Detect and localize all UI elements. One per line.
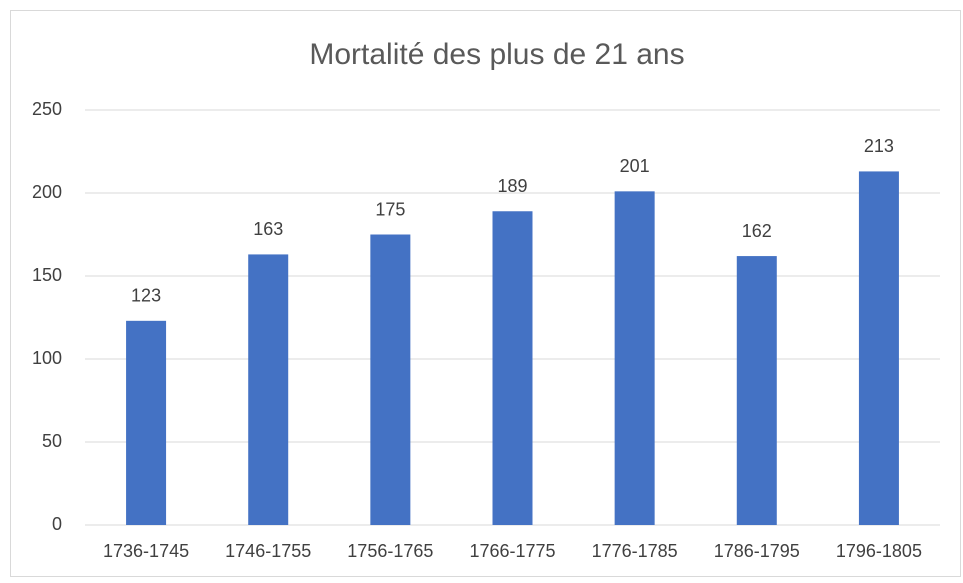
bar	[370, 234, 411, 525]
y-tick-label: 50	[42, 431, 62, 451]
x-tick-label: 1786-1795	[714, 541, 800, 561]
bar	[248, 254, 289, 526]
bar	[492, 211, 533, 525]
y-tick-label: 100	[32, 348, 62, 368]
bar	[736, 256, 777, 525]
data-label: 123	[131, 286, 161, 306]
y-tick-label: 0	[52, 514, 62, 534]
chart-border	[10, 10, 961, 577]
x-tick-label: 1796-1805	[836, 541, 922, 561]
x-tick-label: 1776-1785	[592, 541, 678, 561]
x-tick-label: 1736-1745	[103, 541, 189, 561]
x-tick-label: 1756-1765	[347, 541, 433, 561]
data-label: 213	[864, 136, 894, 156]
y-tick-label: 150	[32, 265, 62, 285]
chart-title: Mortalité des plus de 21 ans	[309, 38, 684, 71]
y-tick-label: 250	[32, 99, 62, 119]
x-tick-label: 1746-1755	[225, 541, 311, 561]
data-label: 189	[497, 176, 527, 196]
data-label: 163	[253, 219, 283, 239]
y-tick-label: 200	[32, 182, 62, 202]
data-label: 162	[742, 221, 772, 241]
bar	[126, 320, 167, 525]
data-label: 201	[620, 156, 650, 176]
bar	[858, 171, 899, 526]
data-label: 175	[375, 199, 405, 219]
x-tick-label: 1766-1775	[469, 541, 555, 561]
bar	[614, 191, 655, 525]
